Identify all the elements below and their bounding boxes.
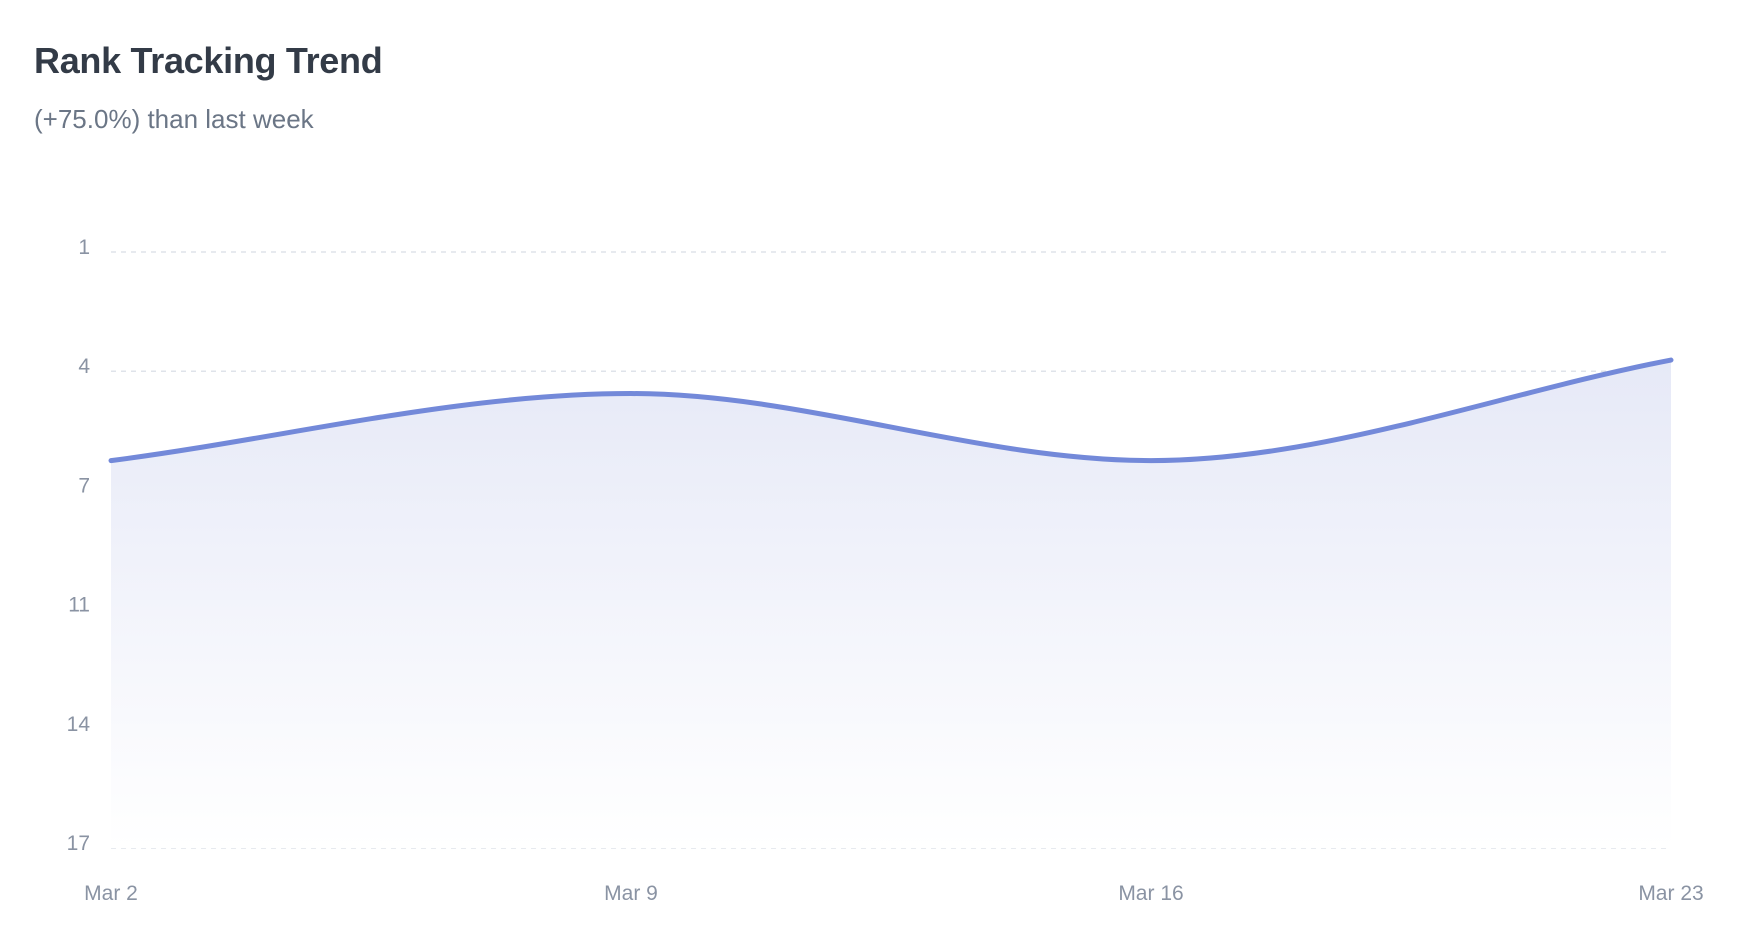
x-tick-label: Mar 9 xyxy=(604,882,658,905)
series-line xyxy=(108,357,1674,464)
area-layer xyxy=(111,360,1671,848)
y-tick-label: 17 xyxy=(67,832,90,855)
y-tick-label: 4 xyxy=(78,355,90,378)
x-tick-label: Mar 16 xyxy=(1118,882,1183,905)
y-tick-label: 1 xyxy=(78,236,90,259)
x-axis-ticks: Mar 2 Mar 9 Mar 16 Mar 23 xyxy=(84,882,1704,905)
y-tick-label: 14 xyxy=(67,713,91,736)
y-tick-label: 7 xyxy=(78,474,90,497)
x-tick-label: Mar 23 xyxy=(1638,882,1703,905)
chart-subtitle: (+75.0%) than last week xyxy=(34,104,314,134)
chart-title: Rank Tracking Trend xyxy=(34,40,383,81)
y-tick-label: 11 xyxy=(68,594,90,617)
line-layer xyxy=(108,357,1674,464)
x-tick-label: Mar 2 xyxy=(84,882,138,905)
series-area xyxy=(111,360,1671,848)
